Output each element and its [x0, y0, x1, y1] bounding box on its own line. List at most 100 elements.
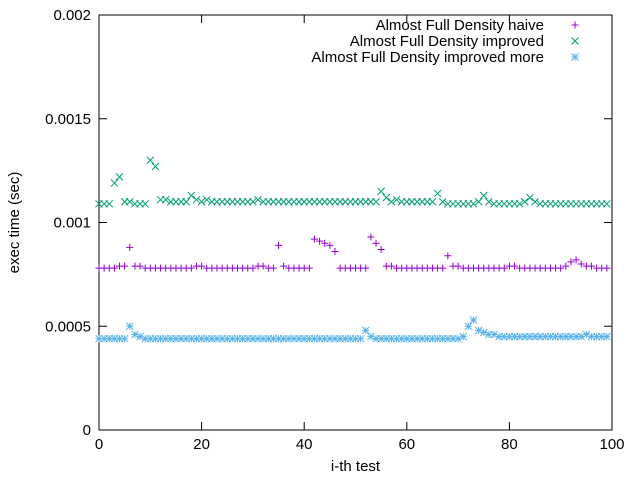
data-point [474, 197, 483, 206]
data-point [428, 334, 437, 343]
legend-label: Almost Full Density improved [350, 33, 544, 50]
data-point [305, 264, 313, 272]
data-point [362, 264, 370, 272]
data-point [187, 264, 195, 272]
data-point [331, 334, 339, 343]
data-point [300, 334, 309, 343]
data-point [346, 334, 355, 343]
data-point [377, 334, 386, 343]
data-point [372, 197, 380, 206]
data-point [562, 262, 570, 270]
data-point [238, 334, 247, 343]
data-point [325, 334, 334, 343]
data-point [151, 334, 160, 343]
data-point [202, 195, 211, 204]
data-point [587, 332, 596, 341]
y-tick-label: 0.001 [53, 215, 91, 232]
data-point [110, 179, 119, 187]
data-point [567, 332, 575, 341]
data-point [121, 262, 129, 270]
data-point [382, 334, 391, 343]
data-point [541, 332, 550, 341]
data-point [469, 199, 478, 208]
data-point [495, 332, 503, 341]
data-point [161, 195, 170, 204]
data-point [372, 239, 380, 247]
data-point [136, 262, 144, 270]
data-point [603, 332, 611, 341]
data-point [361, 326, 370, 335]
legend-marker [571, 21, 579, 29]
data-point [146, 334, 155, 343]
data-point [259, 334, 268, 343]
data-point [479, 328, 488, 337]
data-point [136, 332, 144, 341]
data-point [372, 334, 380, 343]
data-point [161, 334, 170, 343]
data-point [213, 334, 221, 343]
data-point [582, 330, 591, 339]
data-point [192, 195, 201, 204]
data-point [536, 332, 545, 341]
x-tick-label: 40 [296, 436, 313, 453]
data-point [428, 197, 437, 206]
plot-frame [98, 14, 613, 431]
data-point [526, 193, 534, 202]
data-point [341, 334, 350, 343]
data-point [259, 262, 267, 270]
legend-marker [571, 53, 579, 61]
data-point [546, 332, 555, 341]
data-point [433, 334, 442, 343]
data-point [469, 316, 478, 324]
data-point [141, 199, 150, 208]
data-point [577, 332, 586, 341]
data-point [572, 256, 580, 264]
data-point [454, 262, 462, 270]
data-point [233, 334, 242, 343]
data-point [305, 334, 314, 343]
data-point [597, 332, 606, 341]
data-point [510, 332, 519, 341]
y-tick-label: 0.0015 [45, 111, 91, 128]
data-point [187, 334, 196, 343]
data-point [603, 199, 611, 208]
data-point [556, 332, 565, 341]
legend-label: Almost Full Density naive [376, 17, 544, 34]
data-point [520, 197, 529, 206]
data-point [402, 334, 411, 343]
data-point [198, 262, 206, 270]
data-point [310, 235, 318, 243]
data-point [146, 156, 155, 165]
data-point [377, 245, 385, 253]
data-point [567, 258, 575, 266]
y-tick-label: 0.0005 [45, 318, 91, 335]
data-point [382, 193, 391, 202]
data-point [110, 264, 118, 272]
data-point [95, 334, 103, 343]
data-point [279, 334, 288, 343]
data-point [397, 334, 406, 343]
data-point [126, 243, 134, 251]
data-point [280, 262, 288, 270]
axis-ticks: 0 20 40 60 80 100 0 0.0005 0.001 0.0015 0.002 [45, 7, 624, 453]
data-point [315, 334, 324, 343]
data-point [275, 241, 283, 249]
legend-marker [571, 37, 579, 45]
data-point [182, 334, 191, 343]
x-tick-label: 60 [398, 436, 415, 453]
data-point [587, 262, 595, 270]
data-point [408, 334, 416, 343]
data-point [387, 262, 395, 270]
data-point [531, 197, 539, 206]
data-point [192, 334, 201, 343]
y-tick-label: 0.002 [53, 7, 91, 24]
data-point [438, 197, 447, 206]
data-point [295, 334, 303, 343]
data-point [443, 334, 452, 343]
data-point [321, 239, 329, 247]
legend-label: Almost Full Density improved more [311, 49, 544, 66]
data-point [100, 334, 108, 343]
data-point [115, 334, 124, 343]
